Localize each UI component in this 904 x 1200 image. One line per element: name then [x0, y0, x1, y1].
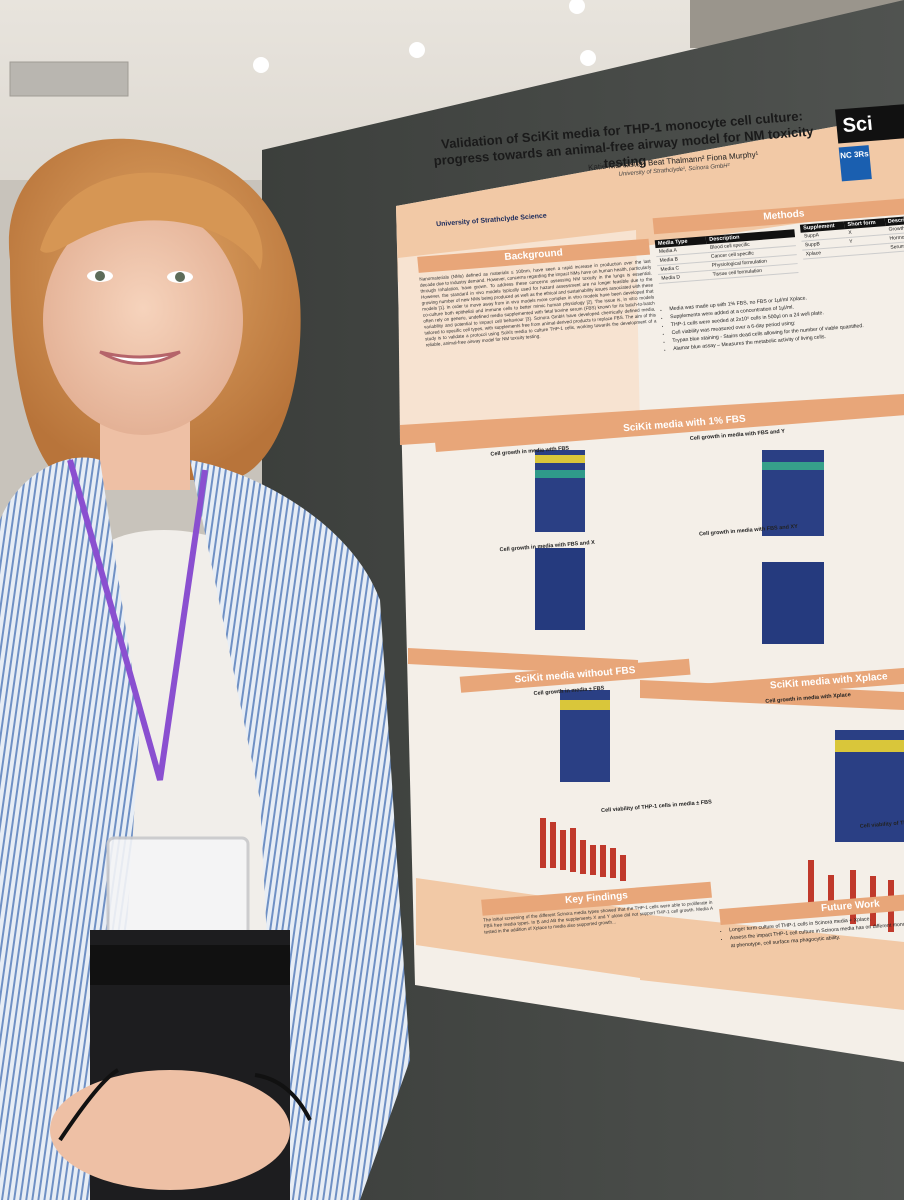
plot-title: Cell growth in media with FBS and XY [698, 523, 799, 538]
background-text: Nanomaterials (NMs) defined as materials… [419, 258, 657, 348]
background-panel [398, 230, 640, 445]
section-xplace-heading: SciKit media with Xplace [697, 663, 904, 701]
plot-title: Cell growth in media with Xplace [765, 692, 852, 705]
poster-title-band [396, 114, 904, 282]
nc3rs-logo: NC 3Rs [838, 145, 872, 182]
ceiling-vent [9, 61, 129, 97]
plot-title: Cell growth in media ± FBS [533, 685, 605, 698]
plot-title: Cell viability of THP-1 cells in Xplace [859, 816, 904, 830]
plot-title: Cell growth in media with FBS [490, 445, 570, 458]
supplement-table: Supplement Short form Descrip SuppA X Grow… [799, 215, 904, 260]
heatmaps [535, 450, 904, 842]
table-cell [846, 243, 888, 256]
person [0, 138, 410, 1200]
plot-title: Cell growth in media with FBS and X [499, 539, 596, 554]
plot-title: Cell viability of THP-1 cells in media ±… [600, 799, 713, 815]
university-logo: University of Strathclyde Science [435, 212, 548, 229]
future-work-panel [640, 914, 904, 1010]
methods-bullets: Media was made up with 1% FBS, no FBS or… [661, 285, 904, 354]
ceiling-lights [253, 0, 596, 73]
table-cell: Serum r [887, 241, 904, 253]
scinora-logo: Sci [835, 103, 904, 144]
media-table: Media Type Description Media A Blood cell… [654, 229, 799, 284]
poster: Validation of SciKit media for THP-1 mon… [398, 80, 904, 1016]
